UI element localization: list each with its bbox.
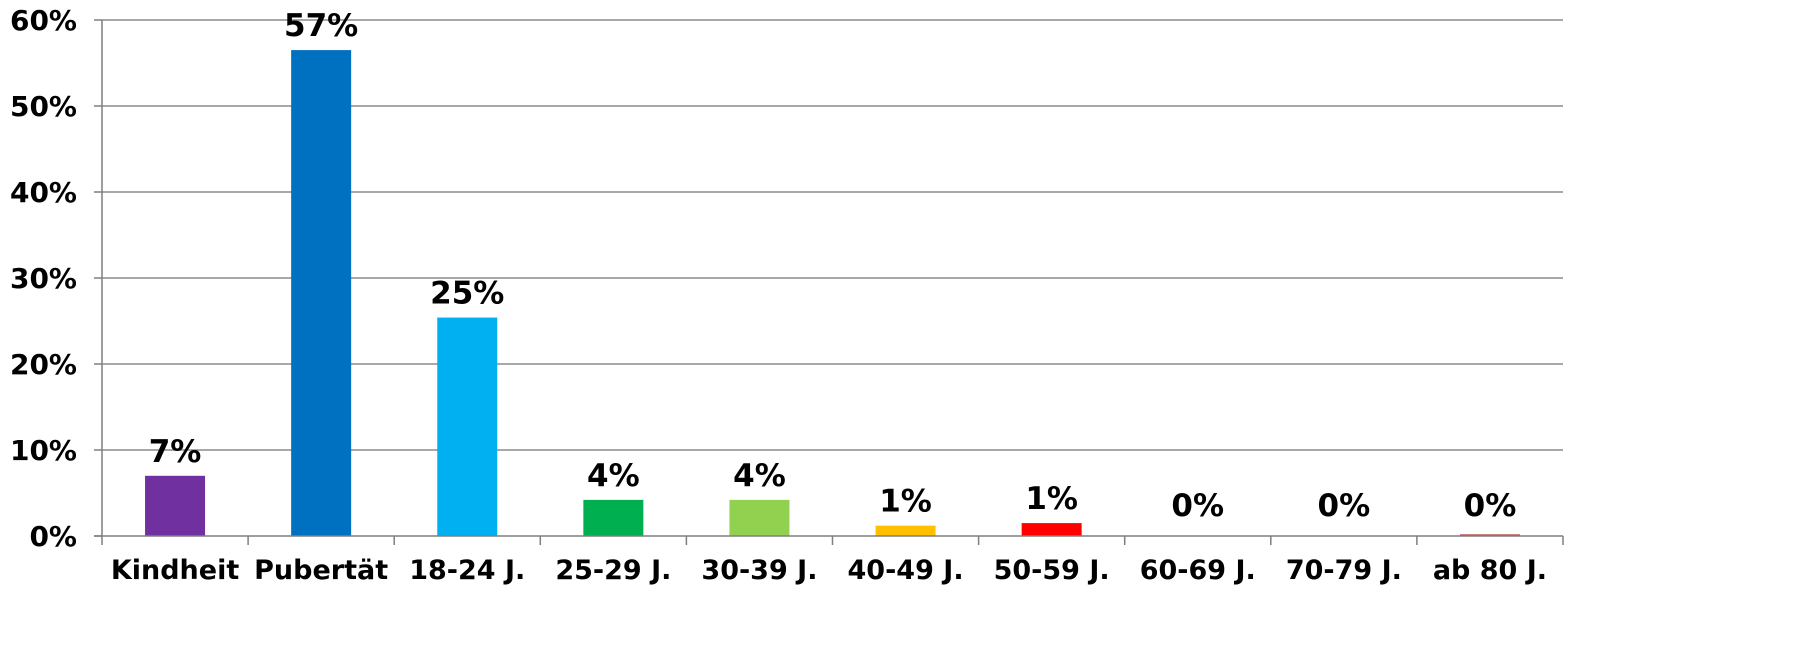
data-labels: 7% 57% 25% 4% 4% 1% 1% 0% 0% 0% [149,8,1517,524]
bars [145,50,1520,536]
y-axis-tick-labels: 0% 10% 20% 30% 40% 50% 60% [10,4,77,553]
data-label: 4% [733,458,786,494]
data-label: 0% [1464,488,1517,524]
x-tick-label: 40-49 J. [848,555,964,586]
y-tick-label: 10% [10,434,77,467]
data-label: 4% [587,458,640,494]
bar [291,50,352,536]
bar [583,499,644,536]
x-tick-label: 30-39 J. [701,555,817,586]
x-tick-label: 70-79 J. [1286,555,1402,586]
data-label: 7% [149,434,202,470]
y-tick-label: 20% [10,348,77,381]
y-tick-label: 50% [10,90,77,123]
data-label: 0% [1171,488,1224,524]
y-tick-label: 0% [29,520,77,553]
x-tick-label: 25-29 J. [555,555,671,586]
x-tick-label: 18-24 J. [409,555,525,586]
x-axis-tick-labels: Kindheit Pubertät 18-24 J. 25-29 J. 30-39 J.… [111,555,1547,586]
data-label: 1% [1025,481,1078,517]
bar [145,475,206,536]
data-label: 25% [430,276,504,312]
x-tick-label: Pubertät [254,555,388,586]
data-label: 1% [879,484,932,520]
x-tick-label: 50-59 J. [994,555,1110,586]
x-tick-label: 60-69 J. [1140,555,1256,586]
x-tick-label: Kindheit [111,555,240,586]
y-tick-label: 30% [10,262,77,295]
axes [94,19,1564,545]
bar [729,499,790,536]
y-tick-label: 60% [10,4,77,37]
bar [437,317,498,536]
bar [875,525,936,536]
data-label: 0% [1318,488,1371,524]
bar [1021,523,1082,536]
x-tick-label: ab 80 J. [1433,555,1547,586]
y-tick-label: 40% [10,176,77,209]
bar [1459,534,1520,536]
data-label: 57% [284,8,358,44]
